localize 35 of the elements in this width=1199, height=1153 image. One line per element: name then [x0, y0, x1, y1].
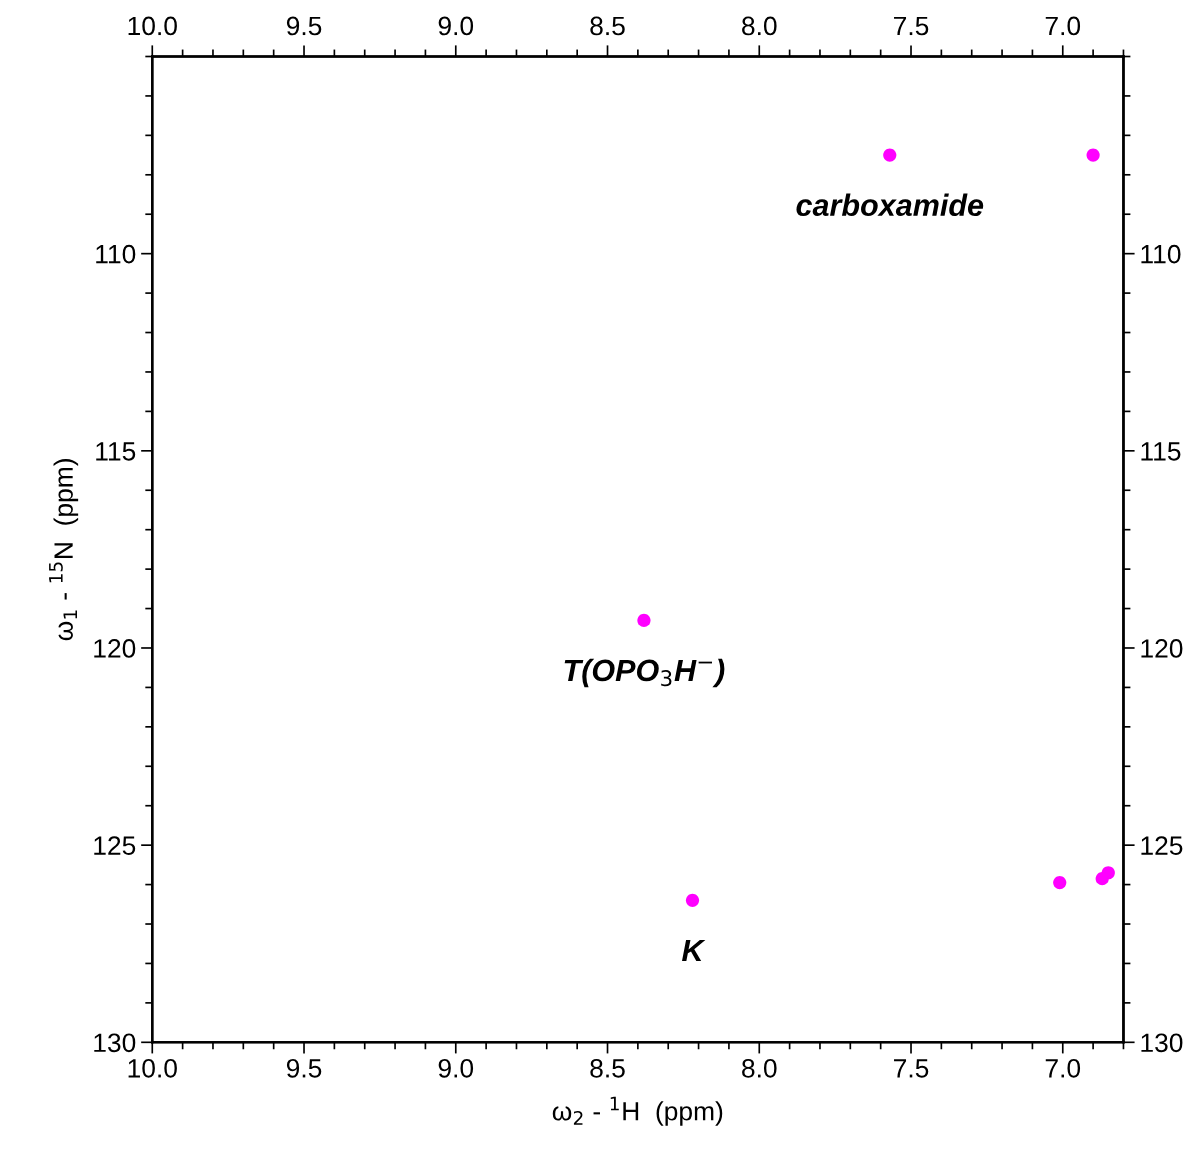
y-tick-label: 110 [96, 244, 136, 264]
x-tick-label: 10.0 [128, 1058, 177, 1078]
x-tick-label: 8.0 [742, 1058, 777, 1078]
y2-tick-label: 115 [1141, 442, 1181, 461]
annotation: K [682, 940, 706, 962]
point [883, 148, 897, 162]
y2-tick-label: 125 [1141, 836, 1183, 855]
annotation: carboxamide [796, 193, 984, 217]
x2-tick-label: 7.5 [894, 16, 929, 36]
x2-tick-label: 9.5 [286, 16, 322, 36]
x2-tick-label: 10.0 [128, 16, 177, 36]
x-tick-label: 8.5 [590, 1058, 625, 1078]
annotation: T(OPO$_{3}$H$^{−}$) [564, 658, 725, 688]
x-axis-title: ω$_{2}$ - $^{1}$H (ppm) [552, 1096, 723, 1126]
y-tick-label: 130 [94, 1033, 136, 1053]
y2-tick-label: 110 [1141, 244, 1181, 264]
x2-tick-label: 8.5 [590, 16, 625, 36]
y-tick-label: 125 [94, 836, 136, 855]
x-tick-label: 7.5 [894, 1059, 929, 1078]
point [637, 613, 651, 627]
y-tick-label: 115 [96, 442, 136, 461]
point [1086, 148, 1100, 162]
y2-tick-label: 120 [1141, 639, 1183, 658]
point [1101, 866, 1115, 880]
point [685, 893, 700, 907]
y-tick-label: 120 [94, 639, 136, 658]
x-tick-label: 9.5 [286, 1058, 322, 1078]
x2-tick-label: 8.0 [742, 16, 777, 36]
y-axis-title: ω$_{1}$ - $^{15}$N (ppm) [49, 459, 79, 641]
y2-tick-label: 130 [1141, 1033, 1183, 1053]
point [1053, 876, 1067, 890]
x-tick-label: 9.0 [438, 1058, 474, 1078]
x2-tick-label: 9.0 [438, 16, 474, 36]
x-tick-label: 7.0 [1045, 1058, 1081, 1078]
x2-tick-label: 7.0 [1045, 16, 1081, 36]
